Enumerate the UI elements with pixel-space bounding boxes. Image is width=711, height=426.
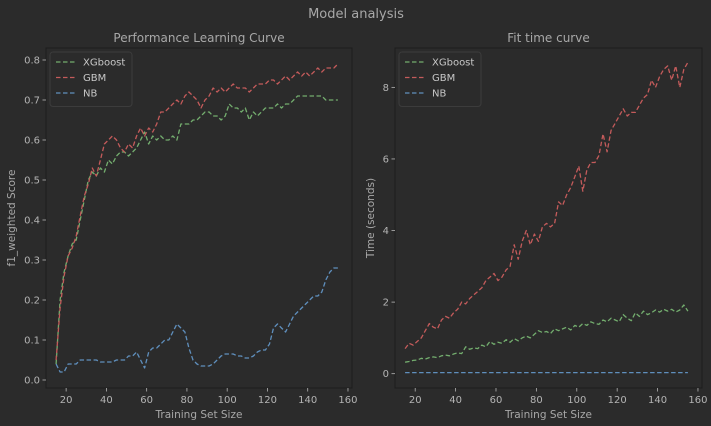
performance-learning-curve-chart: Performance Learning Curve 20 40 60 80 100 120… [6, 31, 358, 421]
y-tick-label: 0.2 [24, 296, 40, 307]
y-tick-label: 0.3 [24, 256, 40, 267]
x-tick-label: 120 [258, 395, 277, 406]
legend-label-gbm: GBM [432, 73, 455, 84]
x-tick-label: 120 [608, 395, 627, 406]
series-line-xgboost [404, 304, 689, 363]
series-line-gbm [55, 63, 339, 361]
y-tick-label: 0.5 [24, 176, 40, 187]
x-tick-label: 160 [688, 395, 707, 406]
legend-label-nb: NB [432, 89, 446, 100]
x-tick-label: 20 [409, 395, 422, 406]
x-tick-label: 60 [490, 395, 503, 406]
x-tick-label: 100 [218, 395, 237, 406]
figure-title: Model analysis [308, 7, 404, 22]
legend-label-xgboost: XGboost [432, 58, 474, 69]
x-axis-label: Training Set Size [504, 409, 592, 421]
y-tick-label: 0.6 [24, 136, 40, 147]
x-axis-label: Training Set Size [155, 409, 243, 421]
x-tick-label: 160 [338, 395, 357, 406]
x-tick-label: 80 [181, 395, 194, 406]
x-tick-label: 80 [530, 395, 543, 406]
legend-label-gbm: GBM [83, 73, 106, 84]
y-tick-label: 2 [383, 298, 389, 309]
fit-time-curve-chart: Fit time curve 20 40 60 80 100 120 140 160 0 2 4 6 8 T… [365, 31, 708, 421]
x-tick-label: 40 [449, 395, 462, 406]
y-axis-label: Time (seconds) [365, 178, 377, 259]
series-line-nb [55, 267, 338, 373]
y-tick-label: 8 [383, 83, 389, 94]
x-tick-label: 140 [298, 395, 317, 406]
y-tick-label: 4 [383, 226, 389, 237]
chart-title: Performance Learning Curve [113, 31, 284, 45]
x-tick-label: 140 [648, 395, 667, 406]
y-tick-label: 0.0 [24, 376, 40, 387]
chart-title: Fit time curve [507, 31, 589, 45]
y-tick-label: 0.7 [24, 96, 40, 107]
y-tick-label: 0.1 [24, 336, 40, 347]
x-tick-label: 100 [567, 395, 586, 406]
y-axis-label: f1_weighted Score [6, 170, 18, 267]
series-line-gbm [404, 61, 689, 349]
y-tick-label: 6 [383, 154, 389, 165]
legend-label-nb: NB [83, 89, 97, 100]
y-tick-label: 0 [383, 369, 389, 380]
x-tick-label: 60 [140, 395, 153, 406]
legend-label-xgboost: XGboost [83, 58, 125, 69]
y-tick-label: 0.8 [24, 56, 40, 67]
x-tick-label: 40 [100, 395, 113, 406]
y-tick-label: 0.4 [24, 216, 40, 227]
x-tick-label: 20 [60, 395, 73, 406]
